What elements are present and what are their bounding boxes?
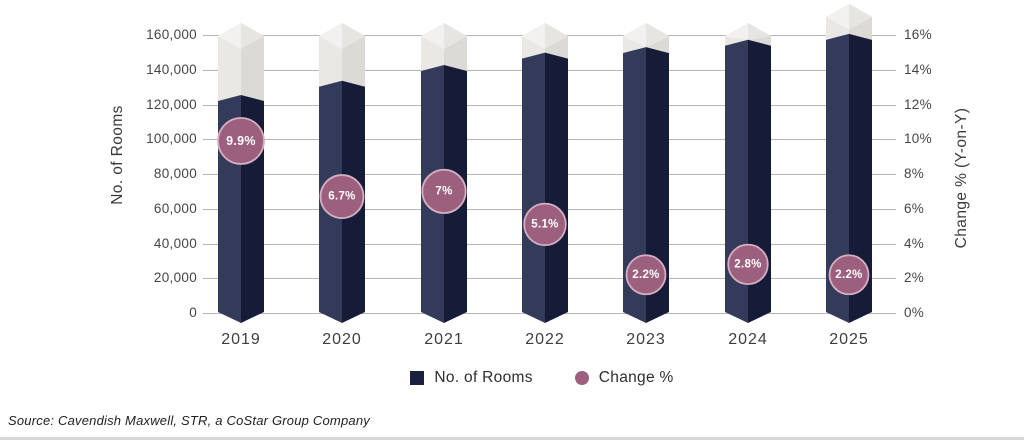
- change-bubble-2025[interactable]: 2.2%: [828, 254, 870, 296]
- y-axis-left-tick-label: 120,000: [146, 96, 197, 112]
- change-bubble-2023[interactable]: 2.2%: [625, 254, 667, 296]
- y-axis-left-tick-label: 140,000: [146, 61, 197, 77]
- change-bubble-2021[interactable]: 7%: [421, 168, 467, 214]
- x-axis-label-2019: 2019: [221, 331, 261, 348]
- y-axis-left-tick-label: 20,000: [153, 270, 197, 286]
- change-bubble-2020[interactable]: 6.7%: [319, 174, 365, 220]
- x-axis-label-2025: 2025: [829, 331, 869, 348]
- legend-item-rooms[interactable]: No. of Rooms: [410, 369, 532, 387]
- legend-label-change: Change %: [598, 369, 674, 386]
- svg-text:7%: 7%: [435, 185, 452, 197]
- y-axis-left-tick-label: 80,000: [153, 166, 197, 181]
- y-axis-right-tick-label: 16%: [904, 27, 932, 42]
- change-bubble-2022[interactable]: 5.1%: [523, 202, 567, 247]
- y-axis-right-tick-label: 8%: [904, 166, 925, 181]
- y-axis-left-tick-label: 100,000: [146, 131, 197, 147]
- y-axis-right-tick-label: 10%: [904, 131, 932, 147]
- left-axis-title: No. of Rooms: [109, 105, 126, 205]
- y-axis-right-tick-label: 4%: [904, 235, 925, 251]
- x-axis-label-2021: 2021: [424, 331, 464, 348]
- y-axis-right-tick-label: 14%: [904, 61, 932, 77]
- bar-2022[interactable]: [522, 22, 568, 323]
- y-axis-right-tick-label: 2%: [904, 270, 925, 286]
- svg-text:9.9%: 9.9%: [226, 134, 256, 148]
- y-axis-left-tick-label: 0: [189, 305, 197, 320]
- change-bubble-2024[interactable]: 2.8%: [727, 243, 769, 286]
- svg-text:2.2%: 2.2%: [835, 269, 862, 281]
- legend-item-change[interactable]: Change %: [574, 369, 674, 387]
- y-axis-right-tick-label: 0%: [904, 305, 925, 320]
- x-axis-label-2020: 2020: [322, 331, 362, 348]
- x-axis-label-2023: 2023: [626, 331, 666, 348]
- bar-2025[interactable]: [826, 3, 872, 324]
- bar-2023[interactable]: [623, 22, 669, 323]
- bottom-divider: [0, 437, 1024, 440]
- change-circle-swatch-icon: [574, 371, 589, 385]
- y-axis-left-tick-label: 60,000: [153, 200, 197, 216]
- x-axis-label-2022: 2022: [525, 331, 565, 348]
- legend-label-rooms: No. of Rooms: [434, 369, 533, 386]
- y-axis-left-tick-label: 40,000: [153, 235, 197, 251]
- x-axis-label-2024: 2024: [728, 331, 768, 348]
- svg-text:5.1%: 5.1%: [531, 218, 558, 230]
- y-axis-left-tick-label: 160,000: [146, 27, 197, 42]
- svg-text:2.2%: 2.2%: [632, 269, 659, 281]
- right-axis-title: Change % (Y-on-Y): [953, 107, 970, 249]
- rooms-square-swatch-icon: [410, 371, 425, 385]
- legend: No. of Rooms Change %: [60, 369, 1024, 387]
- svg-text:6.7%: 6.7%: [328, 191, 355, 203]
- bar-2020[interactable]: [319, 22, 365, 323]
- bar-2019[interactable]: [218, 22, 264, 324]
- source-note: Source: Cavendish Maxwell, STR, a CoStar…: [8, 413, 370, 428]
- change-bubble-2019[interactable]: 9.9%: [217, 117, 265, 165]
- svg-text:2.8%: 2.8%: [734, 258, 761, 270]
- y-axis-right-tick-label: 12%: [904, 96, 932, 112]
- y-axis-right-tick-label: 6%: [904, 200, 925, 216]
